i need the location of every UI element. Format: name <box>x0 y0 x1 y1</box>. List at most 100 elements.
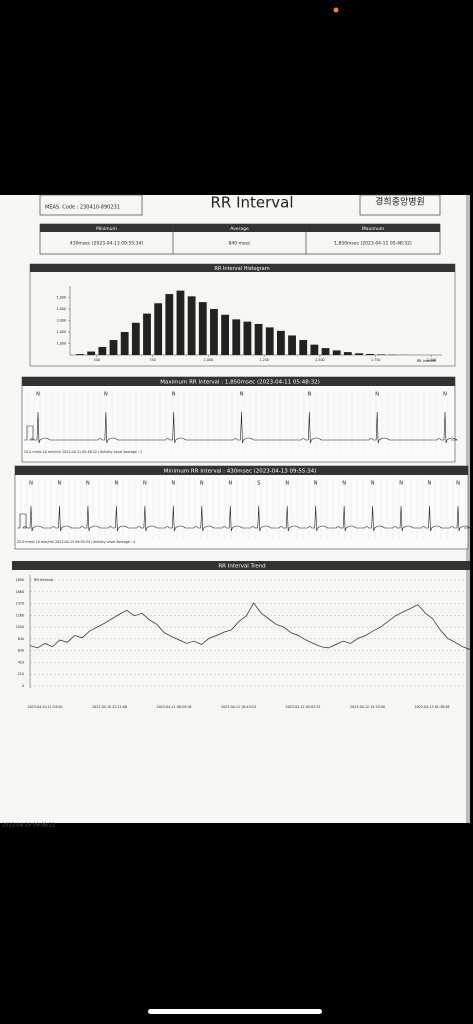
report-title: RR Interval <box>210 194 293 212</box>
x-tick-label: 1,250 <box>259 358 268 362</box>
x-tick-label: 2023-04-12 05:02:32 <box>285 705 320 709</box>
beat-label: N <box>456 481 460 487</box>
beat-label: N <box>314 481 318 487</box>
strip-caption: 25.0 mm/s 10 mm/mV 2023-04-13 09:55:34 /… <box>17 540 135 544</box>
beat-label: N <box>428 481 432 487</box>
beat-label: N <box>58 481 62 487</box>
beat-label: N <box>29 481 33 487</box>
y-tick-label: 1,000 <box>57 342 66 346</box>
histogram-bar <box>198 302 207 355</box>
summary-header-cell: Minimum <box>96 226 117 232</box>
trend-title: RR Interval Trend <box>218 564 265 570</box>
beat-label: N <box>228 481 232 487</box>
trend-line <box>29 602 471 650</box>
histogram-bar <box>176 290 185 355</box>
y-tick-label: 4,000 <box>57 307 66 311</box>
x-tick-label: 2023-04-12 15:19:40 <box>350 705 385 709</box>
beat-label: N <box>36 392 40 398</box>
beat-label: N <box>399 481 403 487</box>
ecg-trace <box>17 505 471 532</box>
beat-label: N <box>171 481 175 487</box>
histogram-bar <box>243 321 252 355</box>
beat-label: N <box>375 392 379 398</box>
strip-caption: 25.0 mm/s 10 mm/mV 2023-04-11 05:48:32 /… <box>24 450 142 454</box>
strip-frame <box>21 376 456 463</box>
y-tick-label: 5,000 <box>57 296 66 300</box>
beat-label: N <box>240 392 244 398</box>
histogram-bar <box>377 354 386 355</box>
histogram-bar <box>165 294 174 355</box>
histogram-bar <box>221 314 230 355</box>
x-tick-label: 1,750 <box>371 358 380 362</box>
x-tick-label: 1,000 <box>204 358 213 362</box>
y-tick-label: 840 <box>18 637 24 641</box>
home-indicator <box>148 1009 322 1014</box>
y-tick-label: 3,000 <box>57 319 66 323</box>
beat-label: N <box>285 481 289 487</box>
histogram-bar <box>131 322 140 355</box>
x-tick-label: 2023-04-10 11:53:00 <box>27 705 62 709</box>
beat-label: N <box>307 392 311 398</box>
x-tick-label: 2023-04-13 01:38:48 <box>414 705 449 709</box>
section-header <box>12 561 470 570</box>
histogram-bar <box>254 323 263 355</box>
header-box <box>39 194 143 216</box>
histogram-bar <box>120 332 129 355</box>
summary-value: 840 msec <box>229 241 252 247</box>
y-tick-label: 0 <box>22 684 24 688</box>
y-tick-label: 1890 <box>16 578 24 582</box>
y-tick-label: 1260 <box>16 613 24 617</box>
ecg-trace <box>24 411 458 444</box>
histogram-bar <box>288 335 296 355</box>
summary-value: 1,850msec (2023-04-11 05:48:32) <box>334 241 412 247</box>
y-tick-label: 1680 <box>16 590 24 594</box>
strip-title: Maximum RR Interval : 1,850msec (2023-04… <box>160 380 319 386</box>
beat-label: N <box>342 481 346 487</box>
y-tick-label: 1470 <box>16 602 24 606</box>
histogram-bar <box>355 353 363 355</box>
histogram-bar <box>210 309 218 355</box>
hospital: 경희중앙병원 <box>375 196 425 208</box>
beat-label: N <box>86 481 90 487</box>
status-dot <box>333 7 339 13</box>
section-header <box>15 466 468 475</box>
y-tick-label: 2,000 <box>57 330 66 334</box>
beat-label: S <box>257 481 260 487</box>
beat-label: N <box>115 481 119 487</box>
strip-frame <box>14 465 469 550</box>
beat-label: N <box>172 392 176 398</box>
section-header <box>22 377 455 386</box>
header-box <box>359 194 441 216</box>
histogram-x-label: RR Interval <box>417 359 436 363</box>
y-tick-label: 1050 <box>16 625 24 629</box>
histogram-bar <box>332 350 341 355</box>
strip-title: Minimum RR Interval : 430msec (2023-04-1… <box>164 469 317 475</box>
histogram-bar <box>98 346 107 355</box>
histogram-bar <box>265 327 274 355</box>
summary-header-cell: Maximum <box>362 226 384 232</box>
histogram-bar <box>143 313 151 355</box>
beat-label: N <box>371 481 375 487</box>
y-tick-label: 210 <box>18 672 24 676</box>
histogram-bar <box>154 303 163 355</box>
histogram-bar <box>276 330 285 355</box>
x-tick-label: 2023-04-11 18:43:24 <box>221 705 256 709</box>
y-tick-label: 630 <box>18 649 24 653</box>
meas-code: MEAS. Code : 230410-890231 <box>45 205 120 211</box>
summary-value: 430msec (2023-04-13 09:55:34) <box>70 241 144 247</box>
beat-label: N <box>443 392 447 398</box>
section-header <box>30 264 455 272</box>
histogram-bar <box>343 352 352 355</box>
x-tick-label: 750 <box>149 358 155 362</box>
histogram-bar <box>187 296 196 355</box>
x-tick-label: 500 <box>94 358 100 362</box>
histogram-bar <box>76 354 84 355</box>
beat-label: N <box>143 481 147 487</box>
summary-header-cell: Average <box>230 226 249 232</box>
x-tick-label: 2023-04-11 08:29:16 <box>156 705 191 709</box>
histogram-bar <box>109 340 118 355</box>
print-date: 2023-04-19 09:08:22 <box>2 823 55 829</box>
x-tick-label: 2,000 <box>427 358 436 362</box>
x-tick-label: 1,500 <box>315 358 324 362</box>
